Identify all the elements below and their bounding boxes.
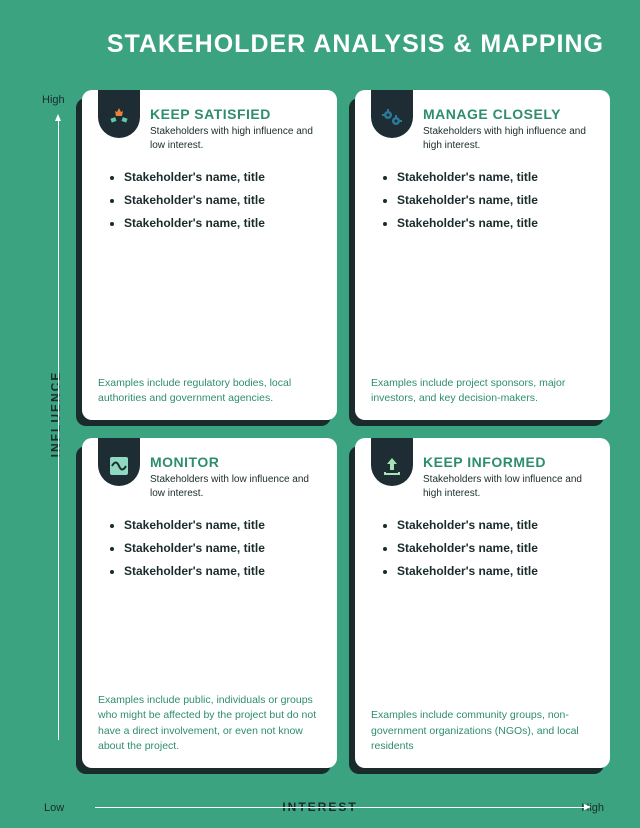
y-axis-high: High (42, 94, 65, 106)
wave-icon (98, 438, 140, 486)
bullet-list: Stakeholder's name, title Stakeholder's … (98, 514, 321, 582)
card-title: MONITOR (150, 454, 321, 470)
list-item: Stakeholder's name, title (397, 537, 594, 560)
card-title: MANAGE CLOSELY (423, 106, 594, 122)
card-header: MONITOR Stakeholders with low influence … (98, 452, 321, 500)
card-header: KEEP INFORMED Stakeholders with low infl… (371, 452, 594, 500)
quadrant-keep-satisfied: KEEP SATISFIED Stakeholders with high in… (82, 90, 337, 420)
quadrant-grid: KEEP SATISFIED Stakeholders with high in… (82, 90, 610, 768)
list-item: Stakeholder's name, title (124, 189, 321, 212)
card-header: KEEP SATISFIED Stakeholders with high in… (98, 104, 321, 152)
quadrant-monitor: MONITOR Stakeholders with low influence … (82, 438, 337, 768)
quadrant-keep-informed: KEEP INFORMED Stakeholders with low infl… (355, 438, 610, 768)
card: MANAGE CLOSELY Stakeholders with high in… (355, 90, 610, 420)
card-subtitle: Stakeholders with high influence and hig… (423, 125, 594, 152)
card: KEEP SATISFIED Stakeholders with high in… (82, 90, 337, 420)
examples-text: Examples include public, individuals or … (98, 693, 321, 754)
bullet-list: Stakeholder's name, title Stakeholder's … (371, 514, 594, 582)
card-subtitle: Stakeholders with low influence and high… (423, 473, 594, 500)
list-item: Stakeholder's name, title (124, 514, 321, 537)
card-subtitle: Stakeholders with low influence and low … (150, 473, 321, 500)
examples-text: Examples include community groups, non-g… (371, 708, 594, 754)
hands-icon (98, 90, 140, 138)
list-item: Stakeholder's name, title (397, 560, 594, 583)
list-item: Stakeholder's name, title (124, 537, 321, 560)
list-item: Stakeholder's name, title (124, 212, 321, 235)
y-axis-low: Low (44, 802, 64, 814)
quadrant-manage-closely: MANAGE CLOSELY Stakeholders with high in… (355, 90, 610, 420)
y-axis-label: INFLUENCE (48, 371, 62, 458)
list-item: Stakeholder's name, title (124, 166, 321, 189)
x-axis-arrow (95, 807, 585, 808)
examples-text: Examples include regulatory bodies, loca… (98, 376, 321, 406)
page-title: STAKEHOLDER ANALYSIS & MAPPING (0, 0, 640, 75)
card-subtitle: Stakeholders with high influence and low… (150, 125, 321, 152)
gears-icon (371, 90, 413, 138)
list-item: Stakeholder's name, title (397, 189, 594, 212)
list-item: Stakeholder's name, title (397, 514, 594, 537)
list-item: Stakeholder's name, title (397, 166, 594, 189)
bullet-list: Stakeholder's name, title Stakeholder's … (371, 166, 594, 234)
list-item: Stakeholder's name, title (124, 560, 321, 583)
examples-text: Examples include project sponsors, major… (371, 376, 594, 406)
card-title: KEEP INFORMED (423, 454, 594, 470)
upload-icon (371, 438, 413, 486)
card: KEEP INFORMED Stakeholders with low infl… (355, 438, 610, 768)
list-item: Stakeholder's name, title (397, 212, 594, 235)
bullet-list: Stakeholder's name, title Stakeholder's … (98, 166, 321, 234)
y-axis-arrow (58, 120, 59, 740)
card: MONITOR Stakeholders with low influence … (82, 438, 337, 768)
card-title: KEEP SATISFIED (150, 106, 321, 122)
card-header: MANAGE CLOSELY Stakeholders with high in… (371, 104, 594, 152)
